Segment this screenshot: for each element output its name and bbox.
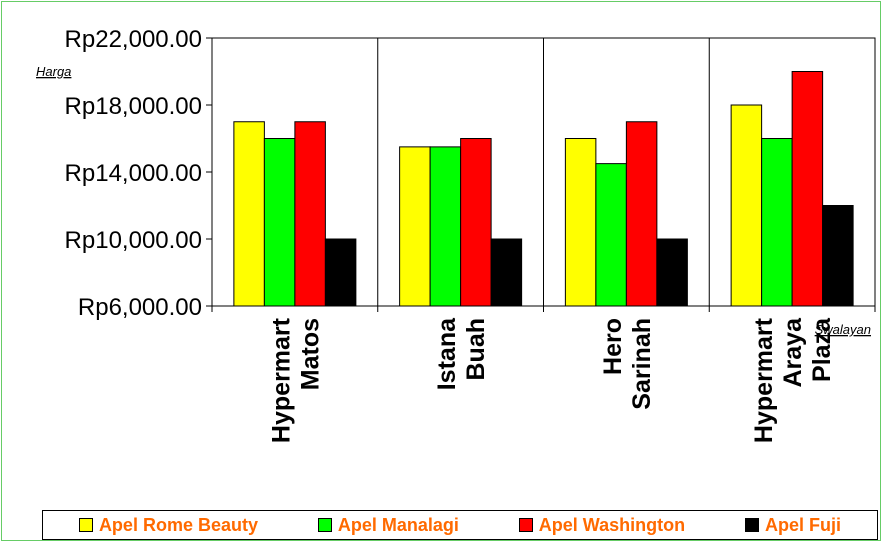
x-axis-title: Swalayan [815, 322, 871, 337]
bar [263, 138, 296, 307]
legend-label-manalagi: Apel Manalagi [337, 514, 459, 535]
bar [429, 146, 462, 307]
x-category-label: Sarinah [628, 318, 656, 410]
legend-label-fuji: Apel Fuji [765, 514, 842, 535]
x-category-label: Matos [296, 318, 324, 390]
bar [595, 163, 627, 307]
bar [625, 121, 658, 307]
bar [399, 146, 431, 307]
legend-label-washington: Apel Washington [538, 514, 686, 535]
legend-label-rome-beauty: Apel Rome Beauty [98, 514, 258, 535]
bar [460, 138, 492, 307]
bar [233, 121, 265, 307]
legend: Apel Rome Beauty Apel Manalagi Apel Wash… [42, 510, 878, 540]
bar [791, 71, 824, 307]
x-category-label: Buah [462, 318, 490, 381]
bar [761, 138, 793, 307]
x-category-label: Hero [599, 318, 627, 375]
bar [656, 238, 688, 307]
y-tick-label: Rp22,000.00 [65, 26, 202, 53]
legend-swatch-washington [518, 518, 533, 532]
y-tick-label: Rp18,000.00 [65, 93, 202, 120]
x-category-label: Araya [779, 317, 807, 388]
bar [490, 238, 523, 307]
x-category-label: Hypermart [267, 317, 295, 443]
legend-item-fuji: Apel Fuji [745, 515, 841, 536]
bar [324, 238, 357, 307]
legend-swatch-manalagi [317, 518, 332, 532]
x-category-label: Istana [433, 317, 461, 390]
bar [564, 138, 597, 307]
bar [822, 205, 854, 307]
x-category-label: Hypermart [750, 317, 778, 443]
y-axis-title: Harga [36, 64, 71, 79]
legend-swatch-rome-beauty [78, 518, 93, 532]
legend-item-rome-beauty: Apel Rome Beauty [78, 514, 258, 536]
bar [294, 121, 326, 307]
y-tick-label: Rp14,000.00 [65, 160, 202, 187]
legend-item-washington: Apel Washington [518, 514, 686, 536]
legend-swatch-fuji [745, 518, 760, 532]
y-tick-label: Rp10,000.00 [65, 227, 202, 254]
x-category-label: Plaza [808, 317, 836, 382]
bar [730, 104, 763, 307]
y-tick-label: Rp6,000.00 [78, 294, 202, 321]
legend-item-manalagi: Apel Manalagi [317, 514, 459, 536]
